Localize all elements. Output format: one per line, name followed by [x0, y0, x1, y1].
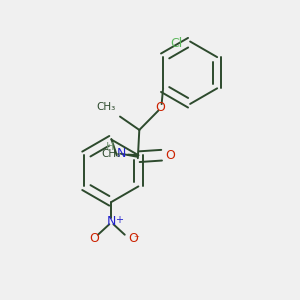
Text: CH₃: CH₃ [101, 149, 121, 159]
Text: +: + [115, 215, 123, 225]
Text: CH₃: CH₃ [96, 102, 116, 112]
Text: O: O [89, 232, 99, 245]
Text: O: O [166, 149, 176, 162]
Text: H: H [106, 142, 114, 152]
Text: O: O [128, 232, 138, 245]
Text: O: O [155, 101, 165, 114]
Text: N: N [107, 215, 116, 228]
Text: ⁻: ⁻ [133, 234, 139, 244]
Text: N: N [117, 147, 126, 160]
Text: Cl: Cl [170, 37, 183, 50]
